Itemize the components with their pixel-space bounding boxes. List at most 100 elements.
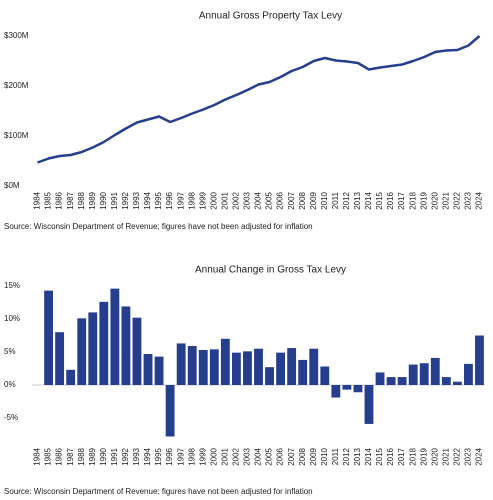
bar xyxy=(419,363,429,385)
bar xyxy=(386,377,396,385)
x-tick-label: 2013 xyxy=(353,447,362,465)
x-tick-label: 1986 xyxy=(55,447,64,465)
bar xyxy=(44,290,53,385)
bar xyxy=(309,348,319,385)
x-tick-label: 2022 xyxy=(452,191,461,209)
x-tick-label: 1995 xyxy=(154,191,163,209)
x-tick-label: 2023 xyxy=(464,191,473,209)
x-tick-label: 2007 xyxy=(287,191,296,209)
y-tick-label: 0% xyxy=(4,380,16,389)
x-tick-label: 2002 xyxy=(232,447,241,465)
x-tick-label: 2003 xyxy=(243,447,252,465)
x-tick-label: 1997 xyxy=(176,447,185,465)
x-tick-label: 1996 xyxy=(165,447,174,465)
x-tick-label: 2003 xyxy=(243,191,252,209)
source-note: Source: Wisconsin Department of Revenue;… xyxy=(4,222,313,231)
bar xyxy=(265,367,274,385)
x-tick-label: 1994 xyxy=(143,447,152,465)
x-tick-label: 2020 xyxy=(430,191,439,209)
bar xyxy=(464,363,473,385)
x-tick-label: 2017 xyxy=(397,191,406,209)
x-tick-label: 1989 xyxy=(88,191,97,209)
x-tick-label: 1999 xyxy=(198,447,207,465)
y-tick-label: 10% xyxy=(4,314,20,323)
x-tick-label: 1997 xyxy=(176,191,185,209)
x-tick-label: 2010 xyxy=(320,191,329,209)
x-tick-label: 1988 xyxy=(77,191,86,209)
bar xyxy=(209,349,219,385)
bar xyxy=(88,312,98,385)
x-tick-label: 2012 xyxy=(342,191,351,209)
x-tick-label: 1994 xyxy=(143,191,152,209)
y-tick-label: 5% xyxy=(4,347,16,356)
bar xyxy=(408,364,418,385)
x-tick-label: 1990 xyxy=(99,447,108,465)
x-tick-label: 1985 xyxy=(44,191,53,209)
y-tick-label: 15% xyxy=(4,281,20,290)
x-tick-label: 2015 xyxy=(375,191,384,209)
y-tick-label: -5% xyxy=(4,413,18,422)
bar xyxy=(276,352,286,385)
x-tick-label: 2005 xyxy=(265,191,274,209)
bar xyxy=(132,317,142,385)
bar xyxy=(154,356,164,385)
x-tick-label: 1990 xyxy=(99,191,108,209)
bar xyxy=(99,301,109,385)
y-tick-label: $200M xyxy=(4,81,29,90)
x-tick-label: 1992 xyxy=(121,447,130,465)
x-tick-label: 1998 xyxy=(187,191,196,209)
x-tick-label: 1992 xyxy=(121,191,130,209)
x-tick-label: 2006 xyxy=(276,447,285,465)
x-tick-label: 1998 xyxy=(187,447,196,465)
x-tick-label: 2019 xyxy=(419,447,428,465)
bar xyxy=(364,385,374,424)
x-tick-label: 2021 xyxy=(441,191,450,209)
x-tick-label: 1988 xyxy=(77,447,86,465)
x-tick-label: 2007 xyxy=(287,447,296,465)
bar xyxy=(143,353,153,385)
x-tick-label: 2004 xyxy=(254,191,263,209)
x-tick-label: 2000 xyxy=(209,191,218,209)
bar xyxy=(77,318,87,385)
x-tick-label: 2004 xyxy=(254,447,263,465)
x-tick-label: 1999 xyxy=(198,191,207,209)
bar xyxy=(66,369,76,385)
y-tick-label: $300M xyxy=(4,31,29,40)
x-tick-label: 2002 xyxy=(232,191,241,209)
x-tick-label: 1985 xyxy=(44,447,53,465)
bar xyxy=(121,306,131,385)
bar xyxy=(298,359,308,385)
x-tick-label: 2019 xyxy=(419,191,428,209)
x-tick-label: 2008 xyxy=(298,447,307,465)
x-tick-label: 2016 xyxy=(386,191,395,209)
x-tick-label: 2006 xyxy=(276,191,285,209)
bar xyxy=(331,385,341,398)
chart-title: Annual Change in Gross Tax Levy xyxy=(195,265,346,276)
bar xyxy=(441,377,451,385)
bar xyxy=(187,346,197,385)
x-tick-label: 1989 xyxy=(88,447,97,465)
x-tick-label: 2024 xyxy=(475,191,484,209)
x-tick-label: 2022 xyxy=(452,447,461,465)
x-tick-label: 2021 xyxy=(441,447,450,465)
bar xyxy=(231,352,241,385)
chart-title: Annual Gross Property Tax Levy xyxy=(199,11,342,22)
x-tick-label: 1984 xyxy=(33,191,42,209)
x-tick-label: 2014 xyxy=(364,447,373,465)
bar xyxy=(342,385,352,390)
x-tick-label: 2014 xyxy=(364,191,373,209)
bar xyxy=(165,385,175,437)
x-tick-label: 2009 xyxy=(309,191,318,209)
x-tick-label: 2013 xyxy=(353,191,362,209)
x-tick-label: 2009 xyxy=(309,447,318,465)
bar xyxy=(452,381,462,385)
bar xyxy=(475,335,484,385)
x-tick-label: 2012 xyxy=(342,447,351,465)
x-tick-label: 1993 xyxy=(132,447,141,465)
x-tick-label: 2001 xyxy=(220,447,229,465)
x-tick-label: 1984 xyxy=(33,447,42,465)
bar xyxy=(430,357,440,385)
source-note: Source: Wisconsin Department of Revenue;… xyxy=(4,487,313,496)
x-tick-label: 1991 xyxy=(110,447,119,465)
